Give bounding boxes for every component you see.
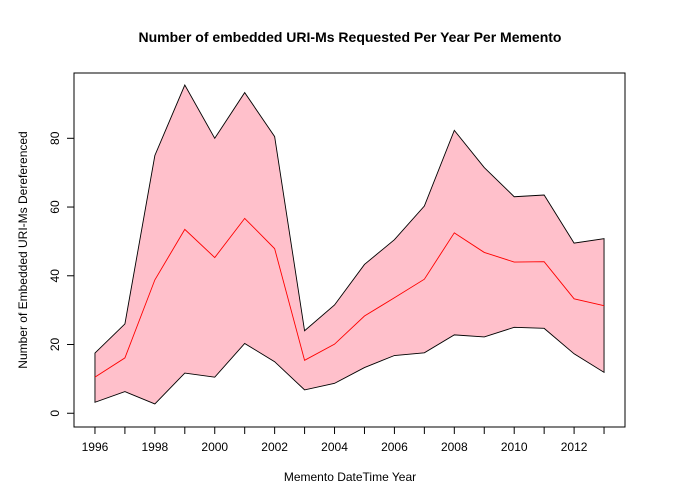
x-tick-label: 2008	[441, 440, 468, 454]
plot-area	[94, 84, 605, 405]
x-tick-label: 2010	[501, 440, 528, 454]
x-axis-label: Memento DateTime Year	[284, 470, 416, 484]
x-tick-label: 1998	[142, 440, 169, 454]
y-tick-label: 40	[48, 269, 62, 283]
y-tick-label: 0	[48, 410, 62, 417]
x-tick-label: 2002	[261, 440, 288, 454]
y-tick-label: 80	[48, 131, 62, 145]
x-tick-label: 2004	[321, 440, 348, 454]
series-line-0	[94, 217, 605, 378]
y-axis: 0 20 40 60 80	[48, 131, 75, 417]
y-tick-label: 20	[48, 338, 62, 352]
x-tick-label: 2000	[201, 440, 228, 454]
x-axis: 1996 1998 2000 2002 2004 2006 2008 2010 2012	[82, 426, 605, 454]
band-area	[94, 84, 605, 405]
x-tick-label: 1996	[82, 440, 109, 454]
chart-title: Number of embedded URI-Ms Requested Per …	[139, 29, 562, 45]
x-tick-label: 2006	[381, 440, 408, 454]
x-tick-label: 2012	[561, 440, 588, 454]
y-tick-label: 60	[48, 200, 62, 214]
y-axis-label: Number of Embedded URI-Ms Dereferenced	[16, 131, 30, 368]
